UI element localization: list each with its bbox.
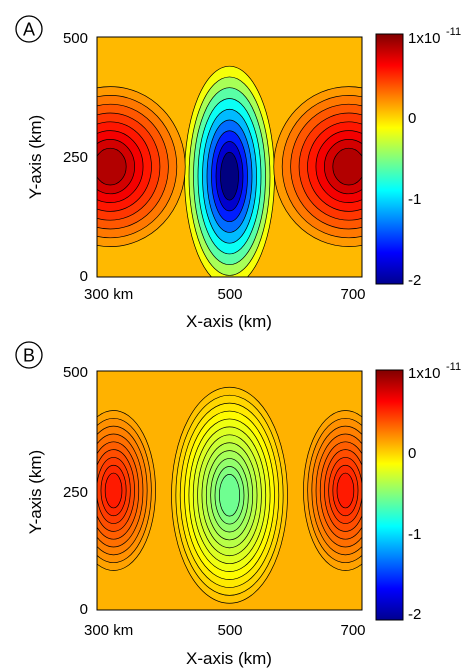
plot-frame-a xyxy=(96,36,363,278)
panel-label-b: B xyxy=(23,346,35,366)
panel-label-a: A xyxy=(23,20,35,40)
panel-label-circle-a xyxy=(15,15,43,43)
y-axis-label: Y-axis (km) xyxy=(26,450,45,534)
y-tick-label: 500 xyxy=(63,364,88,381)
colorbar-a xyxy=(375,33,404,285)
panel-a: A 0 250 500 300 km 500 700 X-axis (km) Y… xyxy=(15,15,461,331)
y-axis-label: Y-axis (km) xyxy=(26,115,45,199)
x-tick-label: 300 km xyxy=(84,622,133,639)
colorbar-exponent: -11 xyxy=(446,361,461,373)
contour-low xyxy=(220,151,239,201)
contour-high xyxy=(332,147,362,186)
x-tick-label: 700 xyxy=(340,622,365,639)
y-tick-label: 250 xyxy=(63,484,88,501)
panel-b: B 0 250 500 300 km 500 700 X-axis (km) Y… xyxy=(15,341,461,668)
panel-label-circle-b xyxy=(15,341,43,369)
y-tick-label: 0 xyxy=(80,268,88,285)
y-tick-label: 500 xyxy=(63,30,88,47)
contour-low xyxy=(219,474,241,517)
colorbar-tick-label: 0 xyxy=(408,445,416,462)
colorbar-tick-label: 1x10 xyxy=(408,30,441,47)
x-axis-label: X-axis (km) xyxy=(186,312,272,331)
x-axis-label: X-axis (km) xyxy=(186,649,272,668)
colorbar-tick-label: -1 xyxy=(408,526,421,543)
colorbar-tick-label: 1x10 xyxy=(408,365,441,382)
plot-frame-b xyxy=(96,370,363,611)
x-tick-label: 700 xyxy=(340,286,365,303)
y-tick-label: 250 xyxy=(63,149,88,166)
contour-high xyxy=(336,472,355,509)
colorbar-exponent: -11 xyxy=(446,26,461,38)
y-tick-label: 0 xyxy=(80,601,88,618)
x-tick-label: 500 xyxy=(217,286,242,303)
contour-high xyxy=(97,147,127,186)
colorbar-b xyxy=(375,369,404,621)
colorbar-tick-label: -2 xyxy=(408,272,421,289)
colorbar-tick-label: 0 xyxy=(408,110,416,127)
contour-high xyxy=(104,472,123,509)
colorbar-tick-label: -1 xyxy=(408,191,421,208)
x-tick-label: 300 km xyxy=(84,286,133,303)
colorbar-tick-label: -2 xyxy=(408,606,421,623)
x-tick-label: 500 xyxy=(217,622,242,639)
plot-area-b xyxy=(97,371,362,610)
plot-area-a xyxy=(97,37,362,277)
